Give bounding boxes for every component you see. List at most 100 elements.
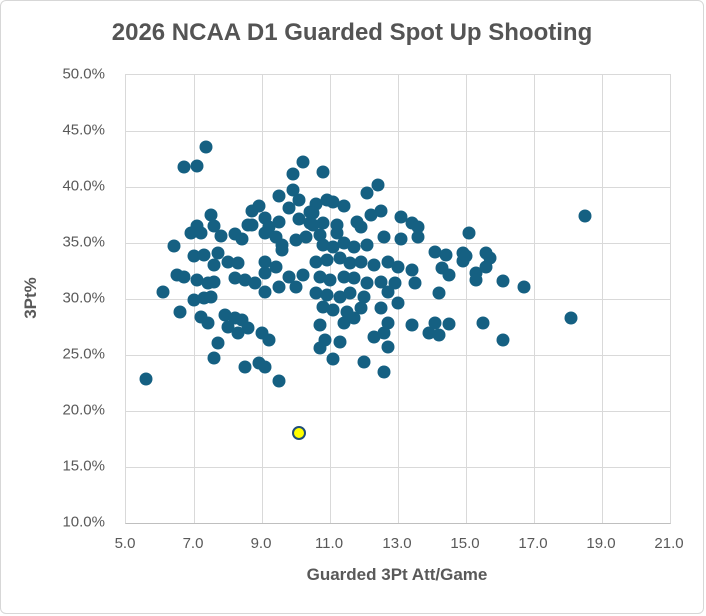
data-point[interactable] xyxy=(391,296,405,310)
data-point[interactable] xyxy=(367,258,381,272)
data-point[interactable] xyxy=(252,199,266,213)
data-point[interactable] xyxy=(459,249,473,263)
data-point[interactable] xyxy=(337,199,351,213)
data-point[interactable] xyxy=(207,351,221,365)
data-point[interactable] xyxy=(442,268,456,282)
data-point[interactable] xyxy=(218,308,232,322)
data-point[interactable] xyxy=(333,290,347,304)
data-point[interactable] xyxy=(316,216,330,230)
data-point[interactable] xyxy=(381,255,395,269)
data-point[interactable] xyxy=(432,286,446,300)
data-point[interactable] xyxy=(374,275,388,289)
data-point[interactable] xyxy=(272,374,286,388)
data-point[interactable] xyxy=(258,266,272,280)
data-point[interactable] xyxy=(405,263,419,277)
data-point[interactable] xyxy=(354,301,368,315)
data-point[interactable] xyxy=(258,226,272,240)
data-point[interactable] xyxy=(333,251,347,265)
data-point[interactable] xyxy=(286,183,300,197)
data-point[interactable] xyxy=(258,360,272,374)
data-point[interactable] xyxy=(299,230,313,244)
data-point[interactable] xyxy=(167,239,181,253)
data-point[interactable] xyxy=(184,226,198,240)
data-point[interactable] xyxy=(201,316,215,330)
data-point[interactable] xyxy=(289,280,303,294)
data-point[interactable] xyxy=(214,229,228,243)
data-point[interactable] xyxy=(326,352,340,366)
data-point[interactable] xyxy=(177,270,191,284)
data-point[interactable] xyxy=(258,255,272,269)
data-point[interactable] xyxy=(207,219,221,233)
data-point[interactable] xyxy=(360,238,374,252)
data-point[interactable] xyxy=(282,201,296,215)
data-point[interactable] xyxy=(391,260,405,274)
data-point[interactable] xyxy=(296,155,310,169)
data-point[interactable] xyxy=(374,301,388,315)
data-point[interactable] xyxy=(476,316,490,330)
data-point[interactable] xyxy=(282,270,296,284)
data-point[interactable] xyxy=(428,245,442,259)
data-point[interactable] xyxy=(343,256,357,270)
data-point[interactable] xyxy=(272,189,286,203)
data-point[interactable] xyxy=(377,365,391,379)
data-point[interactable] xyxy=(286,167,300,181)
data-point[interactable] xyxy=(248,276,262,290)
data-point[interactable] xyxy=(381,340,395,354)
data-point[interactable] xyxy=(333,335,347,349)
data-point[interactable] xyxy=(326,195,340,209)
data-point[interactable] xyxy=(323,273,337,287)
data-point[interactable] xyxy=(211,246,225,260)
data-point[interactable] xyxy=(357,290,371,304)
data-point[interactable] xyxy=(347,311,361,325)
data-point[interactable] xyxy=(320,253,334,267)
data-point[interactable] xyxy=(394,210,408,224)
data-point[interactable] xyxy=(238,360,252,374)
data-point[interactable] xyxy=(289,233,303,247)
data-point[interactable] xyxy=(337,236,351,250)
data-point[interactable] xyxy=(292,193,306,207)
data-point[interactable] xyxy=(228,271,242,285)
data-point[interactable] xyxy=(564,311,578,325)
data-point[interactable] xyxy=(275,243,289,257)
data-point[interactable] xyxy=(360,186,374,200)
data-point[interactable] xyxy=(207,275,221,289)
data-point[interactable] xyxy=(337,270,351,284)
data-point[interactable] xyxy=(381,285,395,299)
data-point[interactable] xyxy=(374,204,388,218)
data-point[interactable] xyxy=(221,255,235,269)
data-point[interactable] xyxy=(347,271,361,285)
data-point[interactable] xyxy=(320,288,334,302)
data-point[interactable] xyxy=(442,317,456,331)
data-point[interactable] xyxy=(231,326,245,340)
data-point[interactable] xyxy=(411,230,425,244)
data-point[interactable] xyxy=(337,316,351,330)
data-point[interactable] xyxy=(381,316,395,330)
data-point[interactable] xyxy=(354,255,368,269)
data-point[interactable] xyxy=(360,276,374,290)
data-point[interactable] xyxy=(517,280,531,294)
data-point[interactable] xyxy=(326,303,340,317)
data-point[interactable] xyxy=(343,286,357,300)
data-point[interactable] xyxy=(238,273,252,287)
data-point[interactable] xyxy=(432,328,446,342)
data-point[interactable] xyxy=(269,260,283,274)
data-point[interactable] xyxy=(578,209,592,223)
data-point[interactable] xyxy=(241,321,255,335)
data-point[interactable] xyxy=(316,238,330,252)
data-point[interactable] xyxy=(313,341,327,355)
data-point[interactable] xyxy=(479,260,493,274)
data-point[interactable] xyxy=(364,208,378,222)
data-point[interactable] xyxy=(177,160,191,174)
data-point[interactable] xyxy=(262,333,276,347)
data-point[interactable] xyxy=(313,228,327,242)
data-point[interactable] xyxy=(211,336,225,350)
data-point[interactable] xyxy=(190,159,204,173)
data-point[interactable] xyxy=(204,290,218,304)
data-point[interactable] xyxy=(330,226,344,240)
data-point[interactable] xyxy=(245,218,259,232)
data-point[interactable] xyxy=(357,355,371,369)
data-point[interactable] xyxy=(313,270,327,284)
data-point[interactable] xyxy=(371,178,385,192)
data-point[interactable] xyxy=(190,273,204,287)
data-point[interactable] xyxy=(258,285,272,299)
